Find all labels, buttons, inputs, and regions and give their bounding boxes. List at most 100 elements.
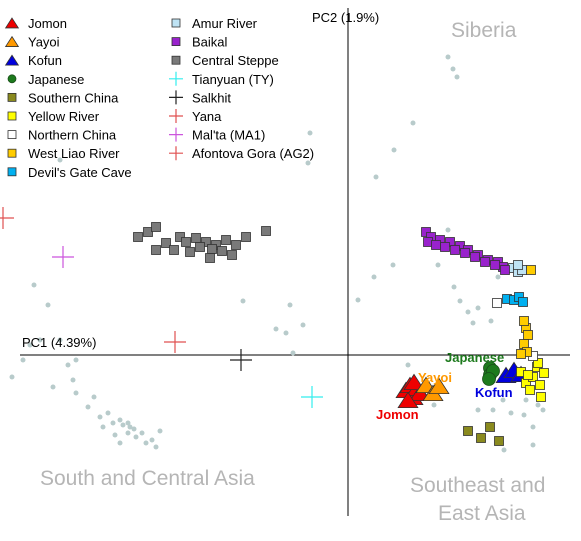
central-steppe-point	[185, 247, 195, 257]
reference-point	[290, 350, 296, 356]
legend-label-amur-river: Amur River	[192, 16, 258, 31]
west-liao-river-point	[523, 330, 533, 340]
afontova-gora-ag2-point	[164, 331, 186, 353]
salkhit-point	[230, 349, 252, 371]
annotation-jomon: Jomon	[376, 407, 419, 422]
central-steppe-point	[151, 245, 161, 255]
reference-point	[120, 422, 126, 428]
reference-point	[355, 297, 361, 303]
reference-point	[125, 430, 131, 436]
reference-point	[508, 410, 514, 416]
legend-marker-west-liao-river	[7, 148, 17, 158]
reference-point	[307, 130, 313, 136]
reference-point	[112, 432, 118, 438]
legend-label-japanese: Japanese	[28, 72, 84, 87]
pc1-axis-label: PC1 (4.39%)	[22, 335, 96, 350]
central-steppe-point	[181, 237, 191, 247]
region-label-siberia: Siberia	[451, 19, 517, 42]
baikal-point	[450, 245, 460, 255]
reference-point	[465, 309, 471, 315]
tianyuan-ty-point	[301, 386, 323, 408]
central-steppe-point	[205, 253, 215, 263]
west-liao-river-point	[526, 265, 536, 275]
reference-point	[540, 407, 546, 413]
central-steppe-point	[133, 232, 143, 242]
west-liao-river-point	[519, 316, 529, 326]
reference-point	[475, 407, 481, 413]
reference-point	[133, 434, 139, 440]
southern-china-point	[476, 433, 486, 443]
reference-point	[450, 66, 456, 72]
reference-point	[100, 424, 106, 430]
region-label-east-asia: East Asia	[438, 502, 526, 525]
legend-label-tianyuan-ty: Tianyuan (TY)	[192, 72, 274, 87]
central-steppe-point	[143, 227, 153, 237]
central-steppe-point	[241, 232, 251, 242]
reference-point	[105, 410, 111, 416]
baikal-point	[470, 252, 480, 262]
reference-point	[410, 120, 416, 126]
reference-point	[110, 420, 116, 426]
reference-point	[373, 174, 379, 180]
reference-point	[153, 444, 159, 450]
reference-point	[530, 442, 536, 448]
baikal-point	[460, 248, 470, 258]
reference-point	[457, 298, 463, 304]
baikal-point	[431, 240, 441, 250]
legend-marker-southern-china	[7, 93, 17, 102]
central-steppe-point	[221, 235, 231, 245]
baikal-point	[480, 257, 490, 267]
reference-point	[97, 414, 103, 420]
reference-point	[20, 357, 26, 363]
legend-label-afontova-gora-ag2: Afontova Gora (AG2)	[192, 146, 314, 161]
yellow-river-point	[533, 358, 543, 368]
legend-marker-yellow-river	[7, 111, 17, 121]
yana-point	[0, 207, 14, 229]
central-steppe-point	[217, 246, 227, 256]
baikal-point	[440, 242, 450, 252]
central-steppe-point	[201, 237, 211, 247]
reference-point	[125, 420, 131, 426]
reference-point	[131, 426, 137, 432]
reference-point	[37, 337, 43, 343]
yellow-river-point	[523, 370, 533, 380]
legend-marker-salkhit	[169, 90, 183, 105]
yellow-river-point	[535, 380, 545, 390]
reference-point	[57, 337, 63, 343]
reference-point	[451, 284, 457, 290]
reference-point	[45, 302, 51, 308]
legend-label-central-steppe: Central Steppe	[192, 53, 279, 68]
reference-point	[57, 157, 63, 163]
reference-point	[157, 428, 163, 434]
reference-point	[488, 318, 494, 324]
reference-point	[435, 262, 441, 268]
southern-china-point	[485, 422, 495, 432]
northern-china-point	[492, 298, 502, 308]
central-steppe-point	[151, 222, 161, 232]
reference-point	[143, 440, 149, 446]
baikal-point	[500, 265, 510, 275]
southern-china-point	[463, 426, 473, 436]
legend-label-southern-china: Southern China	[28, 90, 119, 105]
reference-point	[454, 74, 460, 80]
central-steppe-point	[175, 232, 185, 242]
reference-point	[287, 302, 293, 308]
reference-point	[305, 160, 311, 166]
reference-point	[149, 437, 155, 443]
baikal-point	[445, 237, 455, 247]
reference-point	[240, 298, 246, 304]
pc2-axis-label: PC2 (1.9%)	[312, 10, 379, 25]
reference-point	[405, 362, 411, 368]
legend-label-devil-s-gate-cave: Devil's Gate Cave	[28, 165, 132, 180]
legend-label-yana: Yana	[192, 109, 222, 124]
southern-china-point	[494, 436, 504, 446]
legend-marker-kofun	[4, 54, 20, 66]
legend-label-west-liao-river: West Liao River	[28, 146, 120, 161]
reference-point	[50, 384, 56, 390]
reference-point	[530, 424, 536, 430]
reference-point	[27, 342, 33, 348]
mal-ta-ma1-point	[52, 246, 74, 268]
reference-point	[127, 424, 133, 430]
